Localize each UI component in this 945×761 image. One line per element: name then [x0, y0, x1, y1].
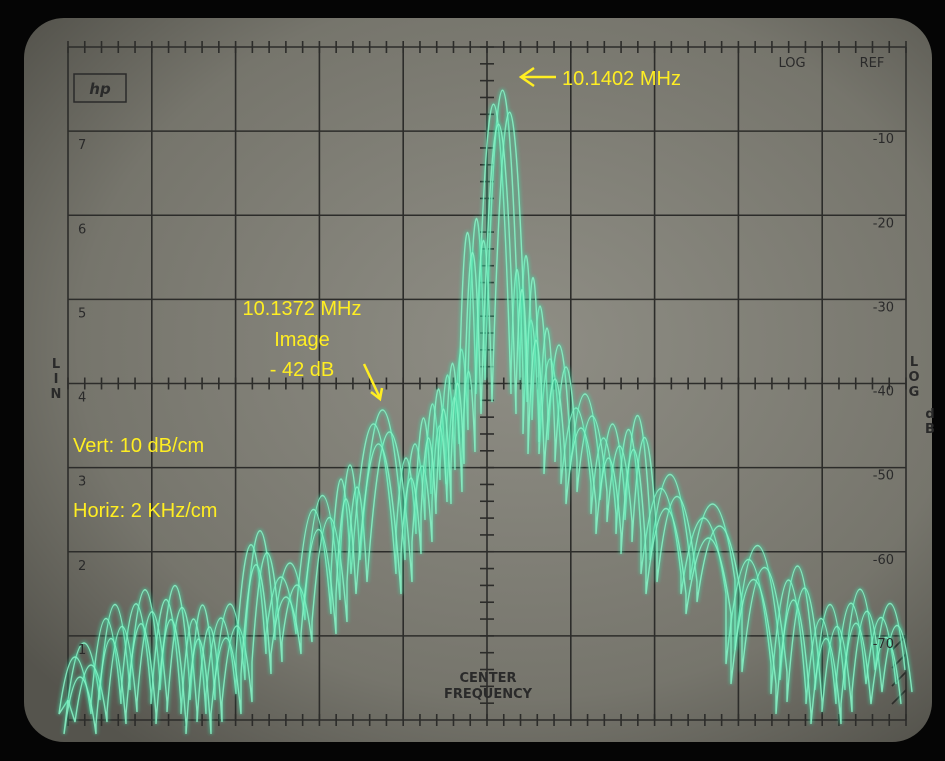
lin-scale-label: 4	[78, 391, 86, 406]
lin-side-letter: N	[51, 387, 62, 402]
vertical-scale-annotation: Vert: 10 dB/cm	[73, 435, 204, 457]
image-freq-annotation: 10.1372 MHz	[243, 298, 362, 320]
log-side-letter: O	[908, 370, 919, 385]
image-level-annotation: - 42 dB	[270, 359, 334, 381]
logo-box	[73, 73, 127, 103]
logo: hp	[89, 80, 111, 98]
lin-scale-label: 2	[78, 559, 86, 574]
frequency-label: FREQUENCY	[444, 687, 533, 702]
horizontal-scale-annotation: Horiz: 2 KHz/cm	[73, 500, 217, 522]
lin-scale-label: 7	[78, 138, 86, 153]
db-side-letter: d	[925, 407, 934, 422]
log-scale-label: -40	[873, 385, 894, 400]
log-scale-label: -30	[873, 300, 894, 315]
log-scale-label: -50	[873, 469, 894, 484]
spectrum-trace	[57, 88, 914, 735]
log-scale-label: -70	[873, 637, 894, 652]
main-peak-annotation: 10.1402 MHz	[562, 68, 681, 90]
log-scale-label: -60	[873, 553, 894, 568]
trace-line	[63, 123, 902, 735]
image-arrow	[362, 363, 384, 402]
ref-label: REF	[860, 56, 885, 71]
lin-scale-label: 5	[78, 306, 86, 321]
log-side-letter: G	[909, 385, 920, 400]
lin-scale-label: 3	[78, 475, 86, 490]
lin-scale-label: 6	[78, 222, 86, 237]
main-peak-arrow	[518, 66, 556, 88]
trace-line	[67, 89, 906, 701]
log-side-letter: L	[910, 355, 918, 370]
center-label: CENTER	[459, 671, 516, 686]
trace-line	[67, 111, 913, 723]
image-annotation: Image	[274, 329, 330, 351]
db-side-letter: B	[925, 422, 935, 437]
lin-side-letter: L	[52, 357, 60, 372]
lin-side-letter: I	[54, 372, 59, 387]
log-scale-label: -10	[873, 132, 894, 147]
log-scale-label: -20	[873, 216, 894, 231]
lin-scale-label: 1	[78, 643, 86, 658]
log-label: LOG	[778, 56, 805, 71]
